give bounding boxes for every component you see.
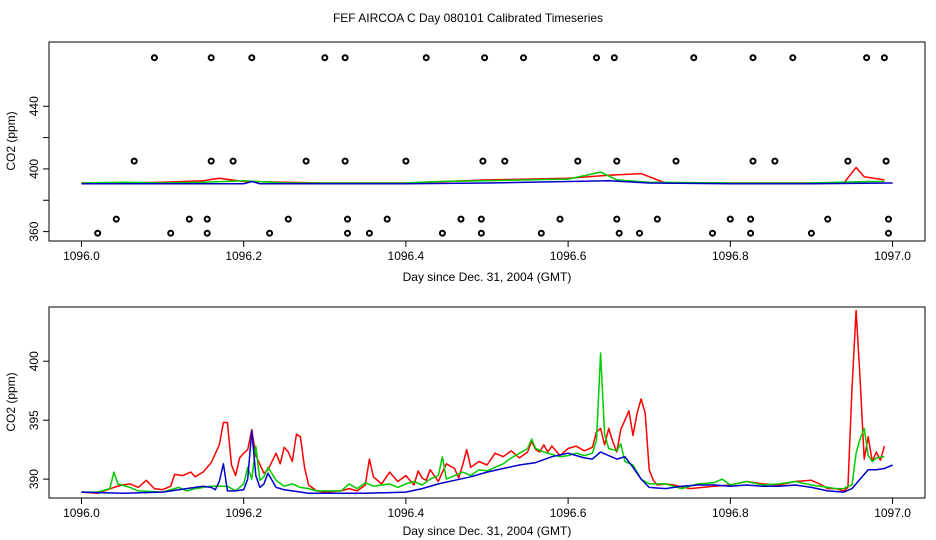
top-marker-point (284, 215, 292, 223)
top-marker-point (520, 54, 527, 62)
top-marker-point (771, 157, 779, 165)
top-y-axis-title: CO2 (ppm) (4, 111, 18, 170)
bottom-plot-frame (48, 306, 926, 499)
top-x-tick-label: 1096.6 (550, 249, 587, 263)
top-marker-point (248, 54, 256, 62)
top-marker-point (537, 229, 545, 237)
top-marker-point (185, 215, 193, 223)
bottom-x-axis-title: Day since Dec. 31, 2004 (GMT) (403, 524, 572, 538)
top-x-tick-label: 1096.8 (712, 249, 749, 263)
top-x-tick-label: 1096.2 (225, 249, 262, 263)
bottom-series-line-2 (81, 352, 885, 493)
top-plot-frame (48, 41, 926, 242)
bottom-x-tick-label: 1097.0 (874, 506, 911, 520)
bottom-y-tick-label: 400 (27, 351, 41, 371)
top-marker-point (266, 229, 274, 237)
top-marker-point (593, 54, 600, 62)
top-marker-point (150, 54, 158, 62)
top-marker-point (863, 54, 871, 62)
top-marker-point (789, 54, 797, 62)
top-marker-point (709, 229, 716, 237)
top-y-tick-label: 360 (27, 221, 41, 241)
top-marker-point (344, 229, 351, 237)
top-x-axis-title: Day since Dec. 31, 2004 (GMT) (403, 270, 572, 284)
bottom-x-tick-label: 1096.8 (712, 506, 749, 520)
top-marker-point (383, 215, 391, 223)
top-marker-point (613, 157, 621, 165)
top-marker-point (824, 215, 832, 223)
top-marker-point (477, 215, 485, 223)
bottom-y-tick-label: 395 (27, 410, 41, 430)
bottom-plot-area (81, 309, 893, 495)
top-marker-point (615, 229, 623, 237)
top-marker-point (613, 215, 621, 223)
top-x-tick-label: 1096.0 (63, 249, 100, 263)
top-marker-point (574, 157, 582, 165)
bottom-y-tick-label: 390 (27, 469, 41, 489)
top-marker-point (422, 54, 430, 62)
top-marker-point (882, 157, 890, 165)
figure-title: FEF AIRCOA C Day 080101 Calibrated Times… (333, 11, 603, 25)
top-marker-point (203, 215, 211, 223)
top-x-tick-label: 1097.0 (874, 249, 911, 263)
top-marker-point (501, 157, 509, 165)
top-marker-point (481, 54, 489, 62)
top-marker-point (807, 229, 815, 237)
top-marker-point (885, 215, 892, 223)
top-marker-point (880, 54, 888, 62)
top-marker-point (457, 215, 465, 223)
top-marker-point (365, 229, 373, 237)
top-marker-point (130, 157, 138, 165)
top-panel: Day since Dec. 31, 2004 (GMT) CO2 (ppm) … (4, 41, 926, 284)
top-marker-point (844, 157, 852, 165)
top-x-tick-label: 1096.4 (388, 249, 425, 263)
top-marker-point (321, 54, 329, 62)
top-marker-point (556, 215, 564, 223)
top-y-tick-label: 400 (27, 159, 41, 179)
bottom-series-line-3 (81, 430, 893, 495)
top-marker-point (207, 157, 215, 165)
bottom-x-tick-label: 1096.0 (63, 506, 100, 520)
bottom-x-tick-label: 1096.2 (225, 506, 262, 520)
top-marker-point (341, 157, 349, 165)
top-marker-point (112, 215, 120, 223)
top-marker-point (477, 229, 485, 237)
top-series-line-3 (81, 179, 893, 185)
top-marker-point (610, 54, 618, 62)
top-marker-point (636, 229, 643, 237)
top-marker-point (167, 229, 175, 237)
top-marker-point (672, 157, 680, 165)
top-marker-point (302, 157, 310, 165)
bottom-panel: Day since Dec. 31, 2004 (GMT) CO2 (ppm) … (4, 306, 926, 538)
top-marker-point (749, 54, 757, 62)
top-marker-point (203, 229, 211, 237)
bottom-series-line-1 (81, 309, 886, 495)
top-marker-point (438, 229, 446, 237)
top-marker-point (402, 157, 410, 165)
top-marker-point (94, 229, 102, 237)
top-y-tick-label: 440 (27, 96, 41, 116)
top-marker-point (747, 229, 755, 237)
top-marker-point (207, 54, 215, 62)
bottom-x-tick-label: 1096.6 (550, 506, 587, 520)
top-marker-point (885, 229, 892, 237)
top-marker-point (479, 157, 487, 165)
top-marker-point (726, 215, 734, 223)
top-series-line-2 (81, 171, 885, 184)
top-marker-point (747, 215, 755, 223)
bottom-x-tick-label: 1096.4 (388, 506, 425, 520)
top-marker-point (749, 157, 757, 165)
top-marker-point (341, 54, 349, 62)
top-marker-point (690, 54, 698, 62)
top-plot-area (81, 166, 893, 185)
top-marker-point (344, 215, 351, 223)
top-marker-point (229, 157, 237, 165)
top-marker-point (653, 215, 661, 223)
bottom-y-axis-title: CO2 (ppm) (4, 372, 18, 431)
